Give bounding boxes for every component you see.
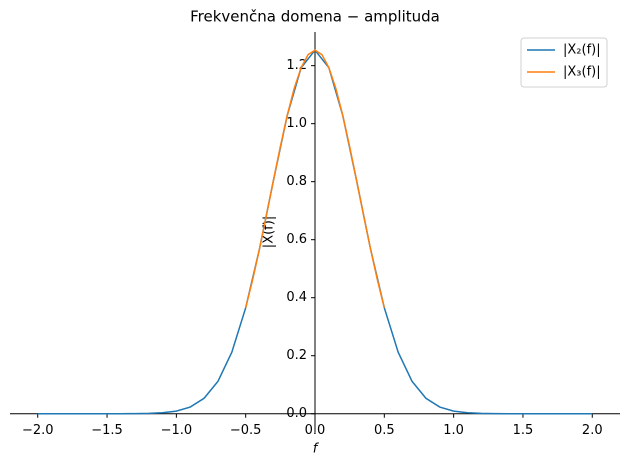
y-tick-label: 0.4 [286,290,307,305]
line [244,49,386,309]
x-tick-label: −1.5 [91,423,123,438]
y-tick-label: 1.0 [286,116,307,131]
legend-label: |X₂(f)| [563,43,601,58]
chart-title: Frekvenčna domena − amplituda [190,8,440,26]
y-tick-label: 0.8 [286,174,307,189]
y-tick-label: 1.2 [286,58,307,73]
x-tick-label: −0.5 [230,423,262,438]
y-tick-label: 0.2 [286,348,307,363]
x-tick-label: −1.0 [161,423,193,438]
x-tick-label: 0.0 [305,423,326,438]
x-tick-label: 1.0 [443,423,464,438]
x-axis-label: f [313,442,320,457]
x-tick-label: 1.5 [513,423,534,438]
legend-label: |X₃(f)| [563,65,601,80]
y-tick-label: 0.0 [286,406,307,421]
y-tick-label: 0.6 [286,232,307,247]
x-tick-label: −2.0 [22,423,54,438]
x-tick-label: 0.5 [374,423,395,438]
x-tick-label: 2.0 [582,423,603,438]
